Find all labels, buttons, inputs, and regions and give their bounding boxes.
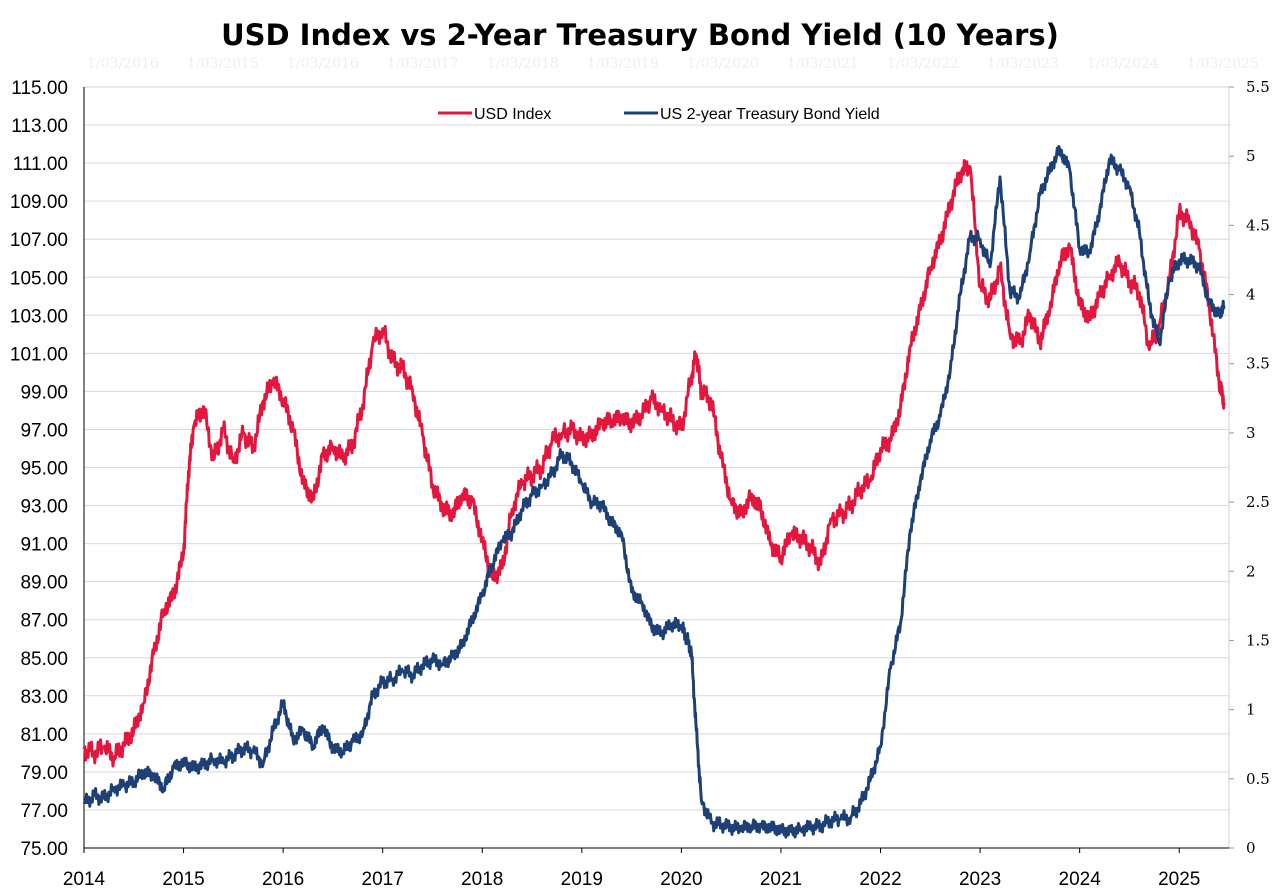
x-tick-label-6: 2020 — [660, 869, 702, 890]
legend-label-1: US 2-year Treasury Bond Yield — [660, 106, 880, 123]
y2-tick-label-11: 5.5 — [1246, 78, 1270, 96]
x-tick-label-9: 2023 — [959, 869, 1001, 890]
watermark-layer: 1/03/2016 1/03/2015 1/03/2016 1/03/2017 1/03… — [87, 56, 1259, 72]
watermark-label-11: 1/03/2025 — [1187, 56, 1259, 72]
y2-tick-label-6: 3 — [1246, 424, 1256, 442]
y-tick-label-20: 115.00 — [11, 78, 68, 99]
y-tick-label-19: 113.00 — [11, 116, 68, 137]
watermark-label-9: 1/03/2023 — [987, 56, 1059, 72]
watermark-label-10: 1/03/2024 — [1087, 56, 1159, 72]
watermark-label-7: 1/03/2021 — [787, 56, 859, 72]
y-tick-label-18: 111.00 — [13, 154, 68, 175]
y-tick-label-13: 101.00 — [10, 344, 68, 365]
series-line-us-2-year-treasury-bond-yield — [82, 145, 1226, 839]
y-tick-label-17: 109.00 — [10, 192, 68, 213]
y-tick-label-5: 85.00 — [20, 649, 68, 670]
watermark-label-2: 1/03/2016 — [287, 56, 359, 72]
y-tick-label-0: 75.00 — [20, 839, 68, 860]
watermark-label-3: 1/03/2017 — [387, 56, 459, 72]
y2-tick-label-1: 0.5 — [1246, 770, 1270, 788]
y2-tick-label-0: 0 — [1246, 839, 1256, 857]
y-tick-label-10: 95.00 — [20, 459, 68, 480]
series-layer — [82, 145, 1226, 839]
y-tick-label-15: 105.00 — [10, 268, 68, 289]
y2-tick-label-8: 4 — [1246, 286, 1256, 304]
x-tick-label-0: 2014 — [63, 869, 106, 890]
x-tick-label-5: 2019 — [561, 869, 603, 890]
x-tick-label-3: 2017 — [362, 869, 404, 890]
y2-tick-label-5: 2.5 — [1246, 493, 1270, 511]
watermark-label-5: 1/03/2019 — [587, 56, 659, 72]
y-tick-label-16: 107.00 — [10, 230, 68, 251]
legend: USD Index US 2-year Treasury Bond Yield — [438, 106, 880, 123]
watermark-label-0: 1/03/2016 — [87, 56, 159, 72]
series-line-usd-index — [82, 159, 1226, 768]
y2-tick-label-4: 2 — [1246, 562, 1256, 580]
x-tick-label-4: 2018 — [461, 869, 503, 890]
y-tick-label-1: 77.00 — [20, 801, 68, 822]
x-tick-label-1: 2015 — [162, 869, 204, 890]
y2-tick-label-2: 1 — [1246, 701, 1256, 719]
y-tick-label-11: 97.00 — [20, 420, 68, 441]
watermark-label-4: 1/03/2018 — [487, 56, 559, 72]
x-tick-label-10: 2024 — [1059, 869, 1102, 890]
watermark-label-1: 1/03/2015 — [187, 56, 259, 72]
x-axis-tick-labels: 2014 2015 2016 2017 2018 2019 2020 2021 2022 2023… — [63, 848, 1200, 890]
y-tick-label-4: 83.00 — [20, 687, 68, 708]
y-tick-label-7: 89.00 — [20, 573, 68, 594]
y-tick-label-14: 103.00 — [10, 306, 68, 327]
x-tick-label-2: 2016 — [262, 869, 304, 890]
y-tick-label-6: 87.00 — [20, 611, 68, 632]
x-tick-label-8: 2022 — [859, 869, 901, 890]
chart-title: USD Index vs 2-Year Treasury Bond Yield … — [221, 18, 1059, 52]
y2-tick-label-9: 4.5 — [1246, 216, 1270, 234]
watermark-label-8: 1/03/2022 — [887, 56, 959, 72]
y-tick-label-3: 81.00 — [20, 725, 68, 746]
y-tick-label-8: 91.00 — [20, 535, 68, 556]
y-tick-label-2: 79.00 — [20, 763, 68, 784]
y-tick-label-9: 93.00 — [20, 497, 68, 518]
legend-label-0: USD Index — [474, 106, 551, 123]
x-tick-label-11: 2025 — [1158, 869, 1200, 890]
watermark-label-6: 1/03/2020 — [687, 56, 759, 72]
y-axis-tick-labels: 75.00 77.00 79.00 81.00 83.00 85.00 87.00 89.00… — [10, 78, 68, 860]
y2-tick-label-3: 1.5 — [1246, 631, 1270, 649]
x-tick-label-7: 2021 — [760, 869, 802, 890]
y2-tick-label-10: 5 — [1246, 147, 1256, 165]
y2-tick-label-7: 3.5 — [1246, 355, 1270, 373]
y-tick-label-12: 99.00 — [20, 382, 68, 403]
y2-axis-tick-labels: 0 0.5 1 1.5 2 2.5 3 3.5 4 4.5 5 5.5 — [1229, 78, 1270, 857]
